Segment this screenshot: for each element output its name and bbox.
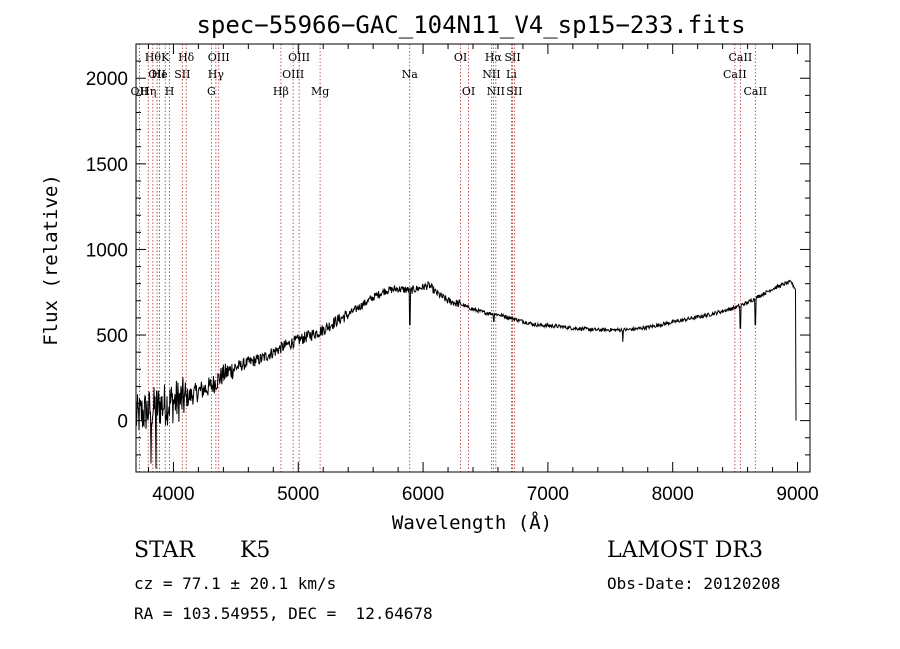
y-axis-label: Flux (relative): [40, 174, 62, 346]
line-label-12: Hβ: [273, 85, 289, 98]
line-label-17: OI: [454, 51, 467, 64]
line-label-6: H: [165, 85, 175, 98]
line-label-9: G: [207, 85, 216, 98]
x-tick-label-0: 4000: [152, 484, 194, 505]
line-label-2: Hθ: [145, 51, 162, 64]
line-label-1: Hη: [140, 85, 156, 98]
y-tick-label-3: 1500: [86, 155, 128, 176]
line-label-4: He: [152, 68, 168, 81]
y-tick-label-0: 0: [117, 412, 128, 433]
spectral-subclass: K5: [240, 538, 271, 563]
spectrum-line: [135, 279, 797, 469]
line-label-20: Hα: [485, 51, 503, 64]
obs-date: Obs-Date: 20120208: [607, 574, 781, 593]
y-tick-label-1: 500: [96, 326, 128, 347]
line-label-26: CaII: [729, 51, 753, 64]
line-label-5: K: [161, 51, 170, 64]
line-label-13: OIII: [282, 68, 304, 81]
line-label-16: Na: [402, 68, 419, 81]
coordinates: RA = 103.54955, DEC = 12.64678: [134, 604, 433, 623]
line-label-25: CaII: [723, 68, 747, 81]
x-tick-label-3: 7000: [527, 484, 569, 505]
line-label-3: OII: [148, 68, 166, 81]
line-label-0: OII: [131, 85, 149, 98]
line-label-19: NII: [482, 68, 500, 81]
line-label-24: SII: [506, 85, 522, 98]
y-tick-label-4: 2000: [86, 69, 128, 90]
x-tick-label-1: 5000: [277, 484, 319, 505]
x-tick-label-5: 9000: [776, 484, 818, 505]
spectral-line-markers: [138, 44, 756, 472]
survey-name: LAMOST DR3: [607, 538, 763, 563]
spectral-line-labels: OIIHηHθOIIHeKHSIIHδGHγOIIIHβOIIIOIIIMgNa…: [131, 51, 768, 98]
line-label-15: Mg: [311, 85, 329, 98]
plot-frame: [135, 43, 811, 473]
y-tick-label-2: 1000: [86, 240, 128, 261]
x-axis: 4000 5000 6000 7000 8000 9000: [147, 44, 819, 505]
line-label-21: NII: [487, 85, 505, 98]
line-label-27: CaII: [743, 85, 767, 98]
y-axis: 0 500 1000 1500 2000: [86, 43, 810, 456]
line-label-11: OIII: [208, 51, 230, 64]
line-label-8: Hδ: [178, 51, 195, 64]
line-label-7: SII: [174, 68, 190, 81]
object-class: STAR: [134, 538, 195, 563]
x-tick-label-2: 6000: [402, 484, 444, 505]
line-label-22: Li: [506, 68, 517, 81]
line-label-23: SII: [504, 51, 520, 64]
x-tick-label-4: 8000: [652, 484, 694, 505]
line-label-10: Hγ: [208, 68, 225, 81]
line-label-18: OI: [462, 85, 475, 98]
redshift-line: cz = 77.1 ± 20.1 km/s: [134, 574, 337, 593]
x-axis-label: Wavelength (Å): [392, 511, 552, 534]
chart-title: spec−55966−GAC_104N11_V4_sp15−233.fits: [196, 11, 745, 39]
line-label-14: OIII: [288, 51, 310, 64]
